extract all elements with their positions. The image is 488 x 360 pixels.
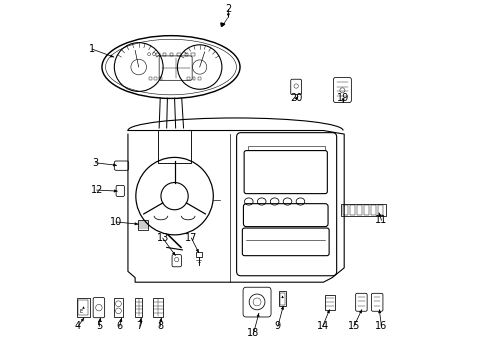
Text: 6: 6 — [117, 321, 122, 331]
Bar — [247, 146, 325, 149]
Text: 10: 10 — [110, 217, 122, 227]
Text: 15: 15 — [347, 321, 359, 331]
Text: E: E — [80, 309, 82, 314]
Bar — [135, 298, 142, 317]
Bar — [195, 252, 202, 257]
Text: 7: 7 — [136, 321, 142, 331]
Bar — [349, 205, 354, 215]
Text: 16: 16 — [375, 321, 387, 331]
Bar — [187, 77, 190, 80]
Bar — [159, 77, 162, 80]
Text: 13: 13 — [156, 233, 168, 243]
Text: 20: 20 — [290, 93, 302, 103]
Bar — [148, 77, 151, 80]
Bar — [278, 291, 285, 306]
Bar — [169, 53, 173, 55]
Bar — [343, 205, 347, 215]
Bar — [156, 53, 159, 55]
Bar — [357, 205, 361, 215]
Bar — [78, 301, 88, 315]
Text: 11: 11 — [375, 215, 387, 225]
Bar — [364, 205, 368, 215]
Bar — [114, 298, 122, 317]
Bar — [192, 77, 195, 80]
Text: 2: 2 — [225, 4, 231, 14]
Text: 3: 3 — [92, 158, 99, 168]
Bar — [177, 53, 181, 55]
Bar — [370, 205, 375, 215]
Bar — [153, 298, 163, 317]
Text: 8: 8 — [157, 321, 163, 331]
Bar — [77, 298, 89, 317]
Text: 18: 18 — [247, 328, 259, 338]
Text: 1: 1 — [89, 44, 95, 54]
Bar — [163, 53, 166, 55]
Text: 14: 14 — [316, 321, 328, 331]
Text: 12: 12 — [90, 185, 103, 195]
Bar — [184, 53, 188, 55]
Bar — [377, 205, 382, 215]
Bar — [280, 293, 285, 305]
Polygon shape — [221, 23, 224, 27]
Bar — [154, 77, 157, 80]
Bar — [198, 77, 201, 80]
Bar — [191, 53, 195, 55]
Text: 17: 17 — [185, 233, 197, 243]
Text: 19: 19 — [336, 93, 348, 103]
Text: 4: 4 — [75, 321, 81, 331]
Text: 5: 5 — [96, 321, 102, 331]
Text: 9: 9 — [274, 321, 280, 331]
